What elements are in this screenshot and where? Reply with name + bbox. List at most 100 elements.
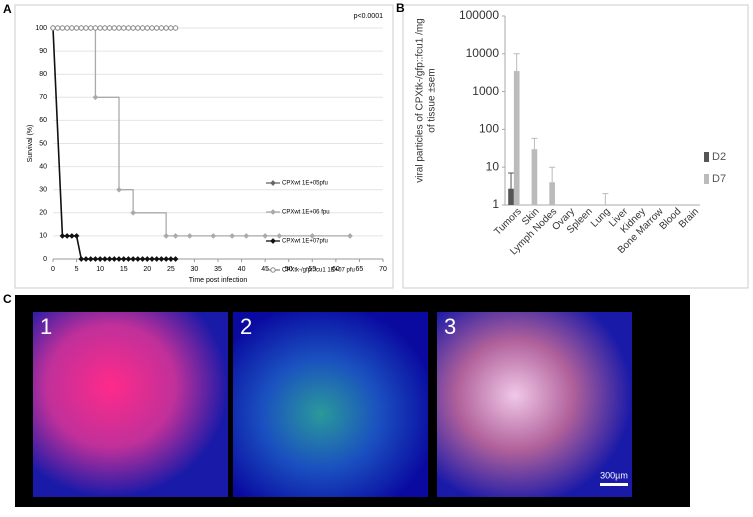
- marker: [139, 256, 146, 262]
- marker: [135, 256, 141, 262]
- y-tick-label: 100000: [459, 8, 499, 22]
- y-tick-label: 10000: [466, 46, 500, 60]
- marker: [102, 256, 108, 262]
- legend-swatch: [704, 152, 709, 162]
- marker: [163, 25, 169, 31]
- y-tick-label: 30: [39, 187, 47, 194]
- marker: [163, 256, 169, 262]
- image-3: [437, 312, 632, 497]
- marker: [158, 25, 165, 31]
- marker: [276, 233, 283, 239]
- marker: [172, 233, 179, 239]
- marker: [59, 25, 66, 31]
- marker: [97, 256, 103, 262]
- image-label: 3: [444, 314, 456, 339]
- image-2: [233, 312, 428, 497]
- y-tick-label: 90: [39, 48, 47, 55]
- y-tick-label: 10: [39, 233, 47, 240]
- legend-marker: [270, 267, 276, 273]
- error-bar: [549, 166, 556, 183]
- marker: [116, 25, 122, 31]
- marker: [130, 256, 136, 262]
- image-1: [33, 312, 228, 497]
- panel-label: A: [3, 2, 12, 16]
- marker: [149, 256, 155, 262]
- marker: [116, 256, 122, 262]
- marker: [121, 25, 127, 31]
- error-bar: [513, 53, 520, 72]
- marker: [78, 256, 85, 262]
- bar: [531, 149, 538, 205]
- marker: [139, 25, 146, 31]
- legend-label: CPXwt 1E+07pfu: [282, 239, 328, 245]
- scale-bar-label: 300µm: [600, 470, 628, 480]
- y-tick-label: 0: [43, 256, 47, 263]
- marker: [186, 233, 193, 239]
- x-tick-label: 40: [238, 266, 246, 273]
- y-tick-label: 1: [492, 197, 499, 211]
- x-axis-label: Time post infection: [189, 277, 248, 284]
- marker: [262, 233, 268, 239]
- marker: [154, 25, 160, 31]
- marker: [149, 25, 155, 31]
- marker: [158, 256, 165, 262]
- marker: [168, 25, 174, 31]
- marker: [106, 256, 113, 262]
- x-tick-label: 70: [379, 266, 387, 273]
- marker: [116, 186, 122, 193]
- x-tick-label: 50: [285, 266, 293, 273]
- y-tick-label: 10: [486, 159, 500, 173]
- x-tick-label: 65: [356, 266, 364, 273]
- marker: [111, 256, 118, 262]
- x-tick-label: 25: [167, 266, 175, 273]
- panel-a-frame: [14, 4, 394, 289]
- marker: [64, 25, 70, 31]
- y-axis-label: of tissue ±sem: [427, 68, 438, 132]
- marker: [347, 233, 353, 239]
- y-tick-label: 80: [39, 71, 47, 78]
- x-tick-label: 55: [308, 266, 316, 273]
- legend-swatch: [704, 174, 709, 184]
- marker: [83, 25, 89, 31]
- marker: [130, 25, 136, 31]
- marker: [69, 233, 75, 239]
- marker: [210, 233, 217, 239]
- marker: [309, 233, 316, 239]
- x-tick-label: 35: [214, 266, 222, 273]
- marker: [125, 25, 132, 31]
- y-tick-label: 100: [479, 122, 499, 136]
- y-axis-label: Survival (%): [27, 125, 34, 163]
- x-tick-label: 5: [75, 266, 79, 273]
- marker: [50, 25, 56, 31]
- scale-bar: [600, 483, 628, 486]
- y-tick-label: 40: [39, 163, 47, 170]
- y-tick-label: 50: [39, 140, 47, 147]
- y-tick-label: 60: [39, 117, 47, 124]
- y-axis-label: viral particles of CPXtk-/gfp::fcu1 /mg: [415, 18, 426, 183]
- marker: [125, 256, 132, 262]
- marker: [92, 25, 99, 31]
- marker: [55, 25, 61, 31]
- legend-label: CPXwt 1E+05pfu: [282, 181, 328, 187]
- marker: [87, 256, 94, 262]
- y-tick-label: 70: [39, 94, 47, 101]
- marker: [92, 94, 99, 101]
- y-tick-label: 1000: [472, 84, 499, 98]
- bar: [549, 182, 555, 205]
- image-label: 1: [40, 314, 52, 339]
- marker: [73, 233, 80, 239]
- y-tick-label: 20: [39, 210, 47, 217]
- marker: [102, 25, 108, 31]
- marker: [243, 233, 250, 239]
- x-tick-label: 10: [96, 266, 104, 273]
- legend-marker: [270, 238, 276, 244]
- marker: [153, 256, 160, 262]
- marker: [168, 256, 174, 262]
- marker: [135, 25, 141, 31]
- x-tick-label: 15: [120, 266, 128, 273]
- marker: [111, 25, 117, 31]
- marker: [97, 25, 103, 31]
- x-tick-label: 45: [261, 266, 269, 273]
- marker: [106, 25, 113, 31]
